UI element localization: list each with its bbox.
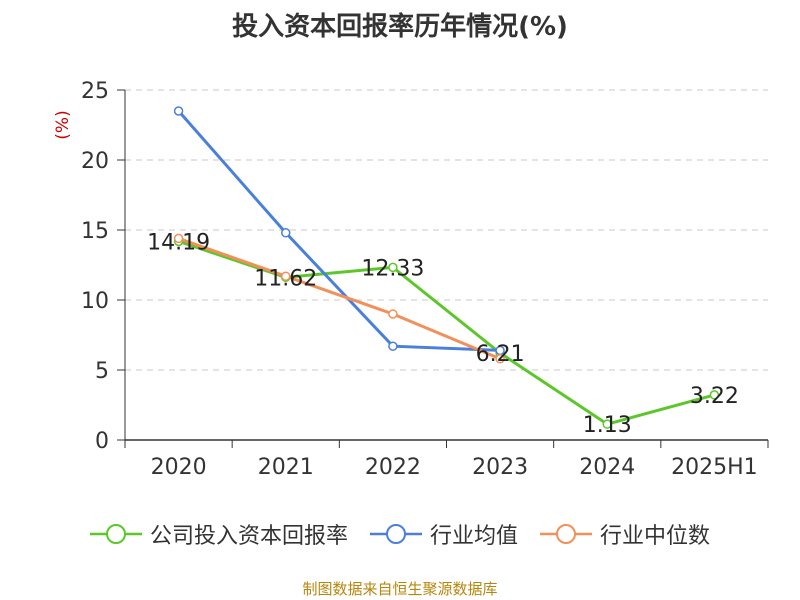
series-0-point-2022: [388, 262, 398, 273]
x-tick-label-2025H1: 2025H1: [671, 455, 758, 480]
series-line-2: [178, 236, 501, 361]
series-0-point-2025H1: [709, 390, 720, 400]
y-axis-label: (%): [53, 110, 73, 139]
data-label-2025H1: 3.22: [690, 384, 739, 409]
y-tick-label-20: 20: [81, 149, 109, 174]
x-tick-label-2024: 2024: [579, 455, 635, 480]
data-label-2023: 6.21: [476, 342, 525, 367]
data-label-2022: 12.33: [361, 256, 424, 281]
data-label-2021: 11.62: [254, 266, 317, 291]
legend-item-2[interactable]: 行业中位数: [540, 518, 710, 550]
y-tick-label-10: 10: [81, 289, 109, 314]
chart-title: 投入资本回报率历年情况(%): [232, 12, 568, 42]
series-2-point-2022: [388, 309, 398, 319]
data-label-2020: 14.19: [147, 230, 210, 255]
legend-swatch-2: [540, 524, 592, 544]
source-note: 制图数据来自恒生聚源数据库: [302, 580, 498, 598]
legend-swatch-1: [369, 524, 422, 544]
x-tick-label-2022: 2022: [365, 455, 421, 480]
y-tick-label-25: 25: [81, 79, 109, 104]
series-2-point-2021: [281, 271, 291, 281]
legend-label-2: 行业中位数: [600, 524, 711, 549]
legend-label-0: 公司投入资本回报率: [149, 524, 348, 549]
series-1-point-2021: [281, 228, 291, 238]
series-layer: [173, 106, 720, 429]
y-tick-label-15: 15: [81, 219, 109, 244]
series-line-1: [177, 110, 501, 352]
legend-label-1: 行业均值: [429, 524, 518, 549]
axes: 0 5 10 15 20 25 (%) 2020 2021 2022 2023 2024 2025H1: [53, 79, 769, 480]
data-label-2024: 1.13: [583, 413, 632, 438]
legend-item-0[interactable]: 公司投入资本回报率: [89, 518, 348, 550]
series-0-point-2024: [602, 419, 612, 429]
series-1-point-2022: [388, 341, 398, 351]
x-tick-label-2021: 2021: [258, 455, 314, 480]
series-2-point-2020: [173, 233, 184, 244]
x-tick-label-2023: 2023: [472, 455, 528, 480]
y-tick-label-0: 0: [95, 429, 109, 454]
grid-lines: [125, 89, 768, 371]
legend-swatch-0: [89, 524, 142, 544]
data-labels: 14.19 11.62 12.33 6.21 1.13 3.22: [147, 230, 739, 438]
y-tick-label-5: 5: [95, 359, 109, 384]
x-tick-label-2020: 2020: [151, 455, 207, 480]
series-1-point-2020: [173, 106, 184, 116]
series-2-point-2023: [495, 354, 505, 364]
legend-item-1[interactable]: 行业均值: [369, 518, 518, 550]
legend: 公司投入资本回报率 行业均值 行业中位数: [0, 518, 800, 550]
